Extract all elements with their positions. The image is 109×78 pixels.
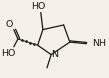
Text: NH: NH [92,39,106,48]
Text: O: O [5,20,13,29]
Text: HO: HO [1,49,15,58]
Text: HO: HO [32,2,46,11]
Text: N: N [51,50,58,60]
